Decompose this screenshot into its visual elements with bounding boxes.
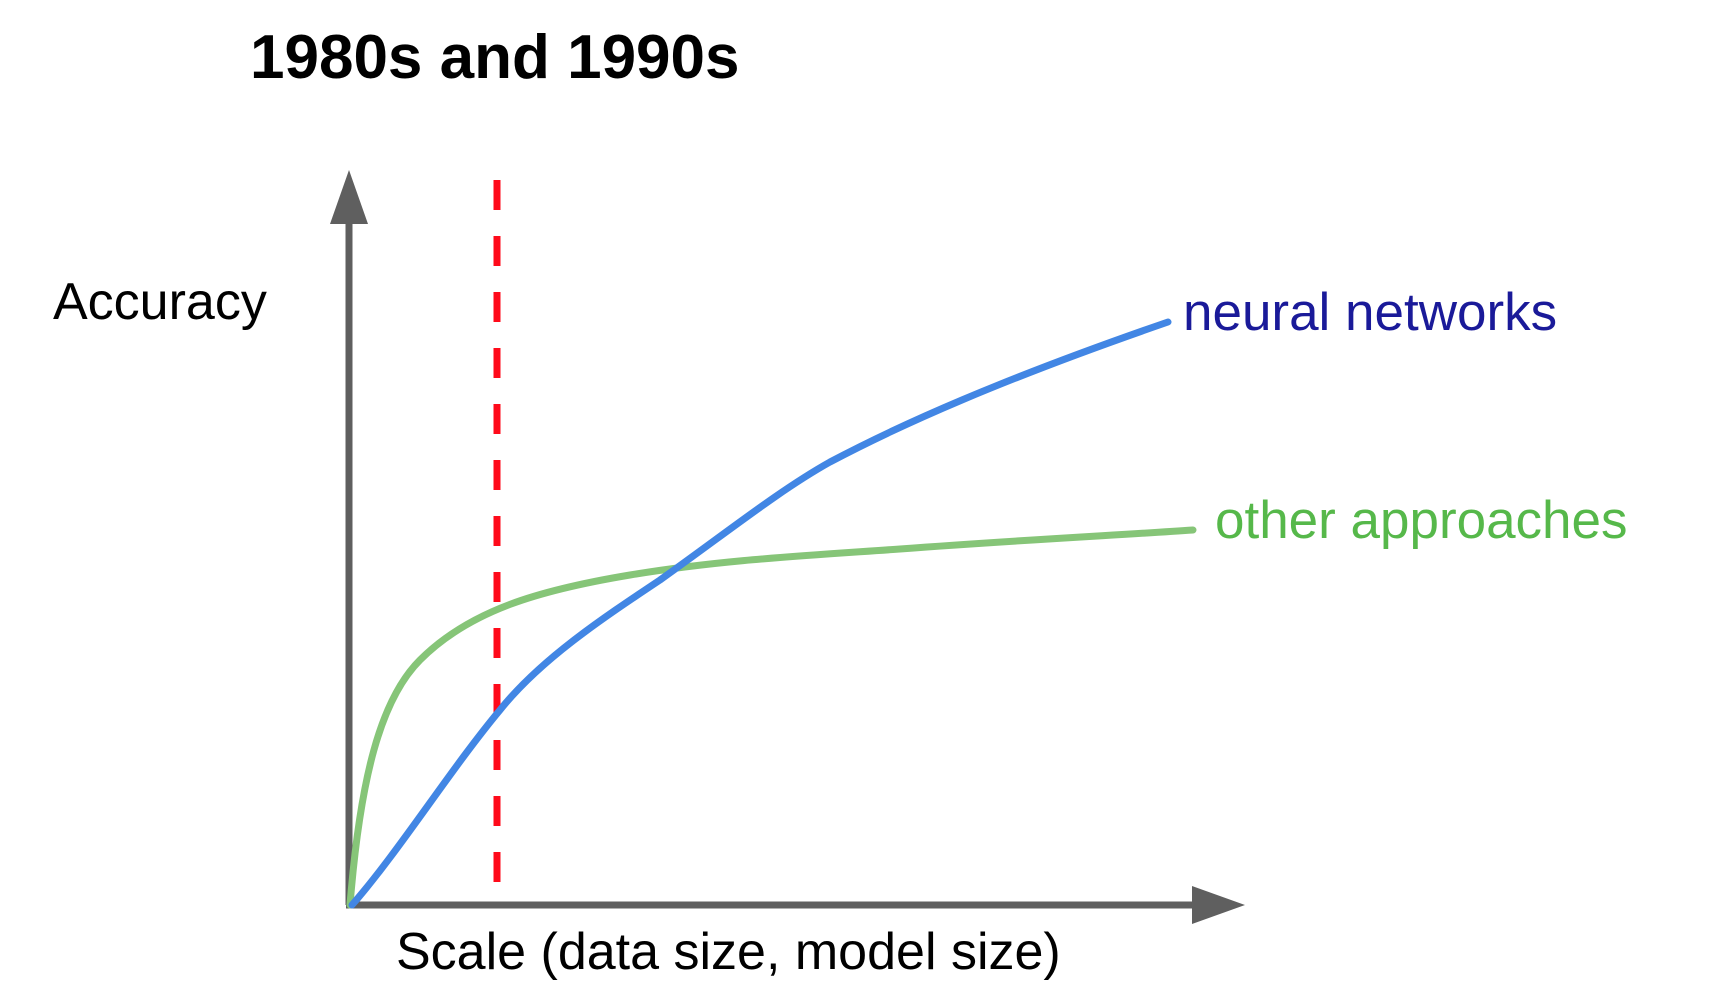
x-axis: [346, 886, 1245, 924]
legend-other-approaches: other approaches: [1215, 491, 1628, 550]
y-axis: [330, 170, 368, 905]
other-approaches-curve: [346, 526, 1197, 909]
y-axis-label: Accuracy: [53, 273, 267, 331]
neural-networks-curve: [348, 318, 1172, 909]
legend-neural-networks: neural networks: [1183, 283, 1558, 342]
x-axis-label: Scale (data size, model size): [396, 923, 1061, 981]
y-axis-arrow-icon: [330, 170, 368, 224]
chart-title: 1980s and 1990s: [250, 23, 740, 92]
x-axis-arrow-icon: [1192, 886, 1245, 924]
